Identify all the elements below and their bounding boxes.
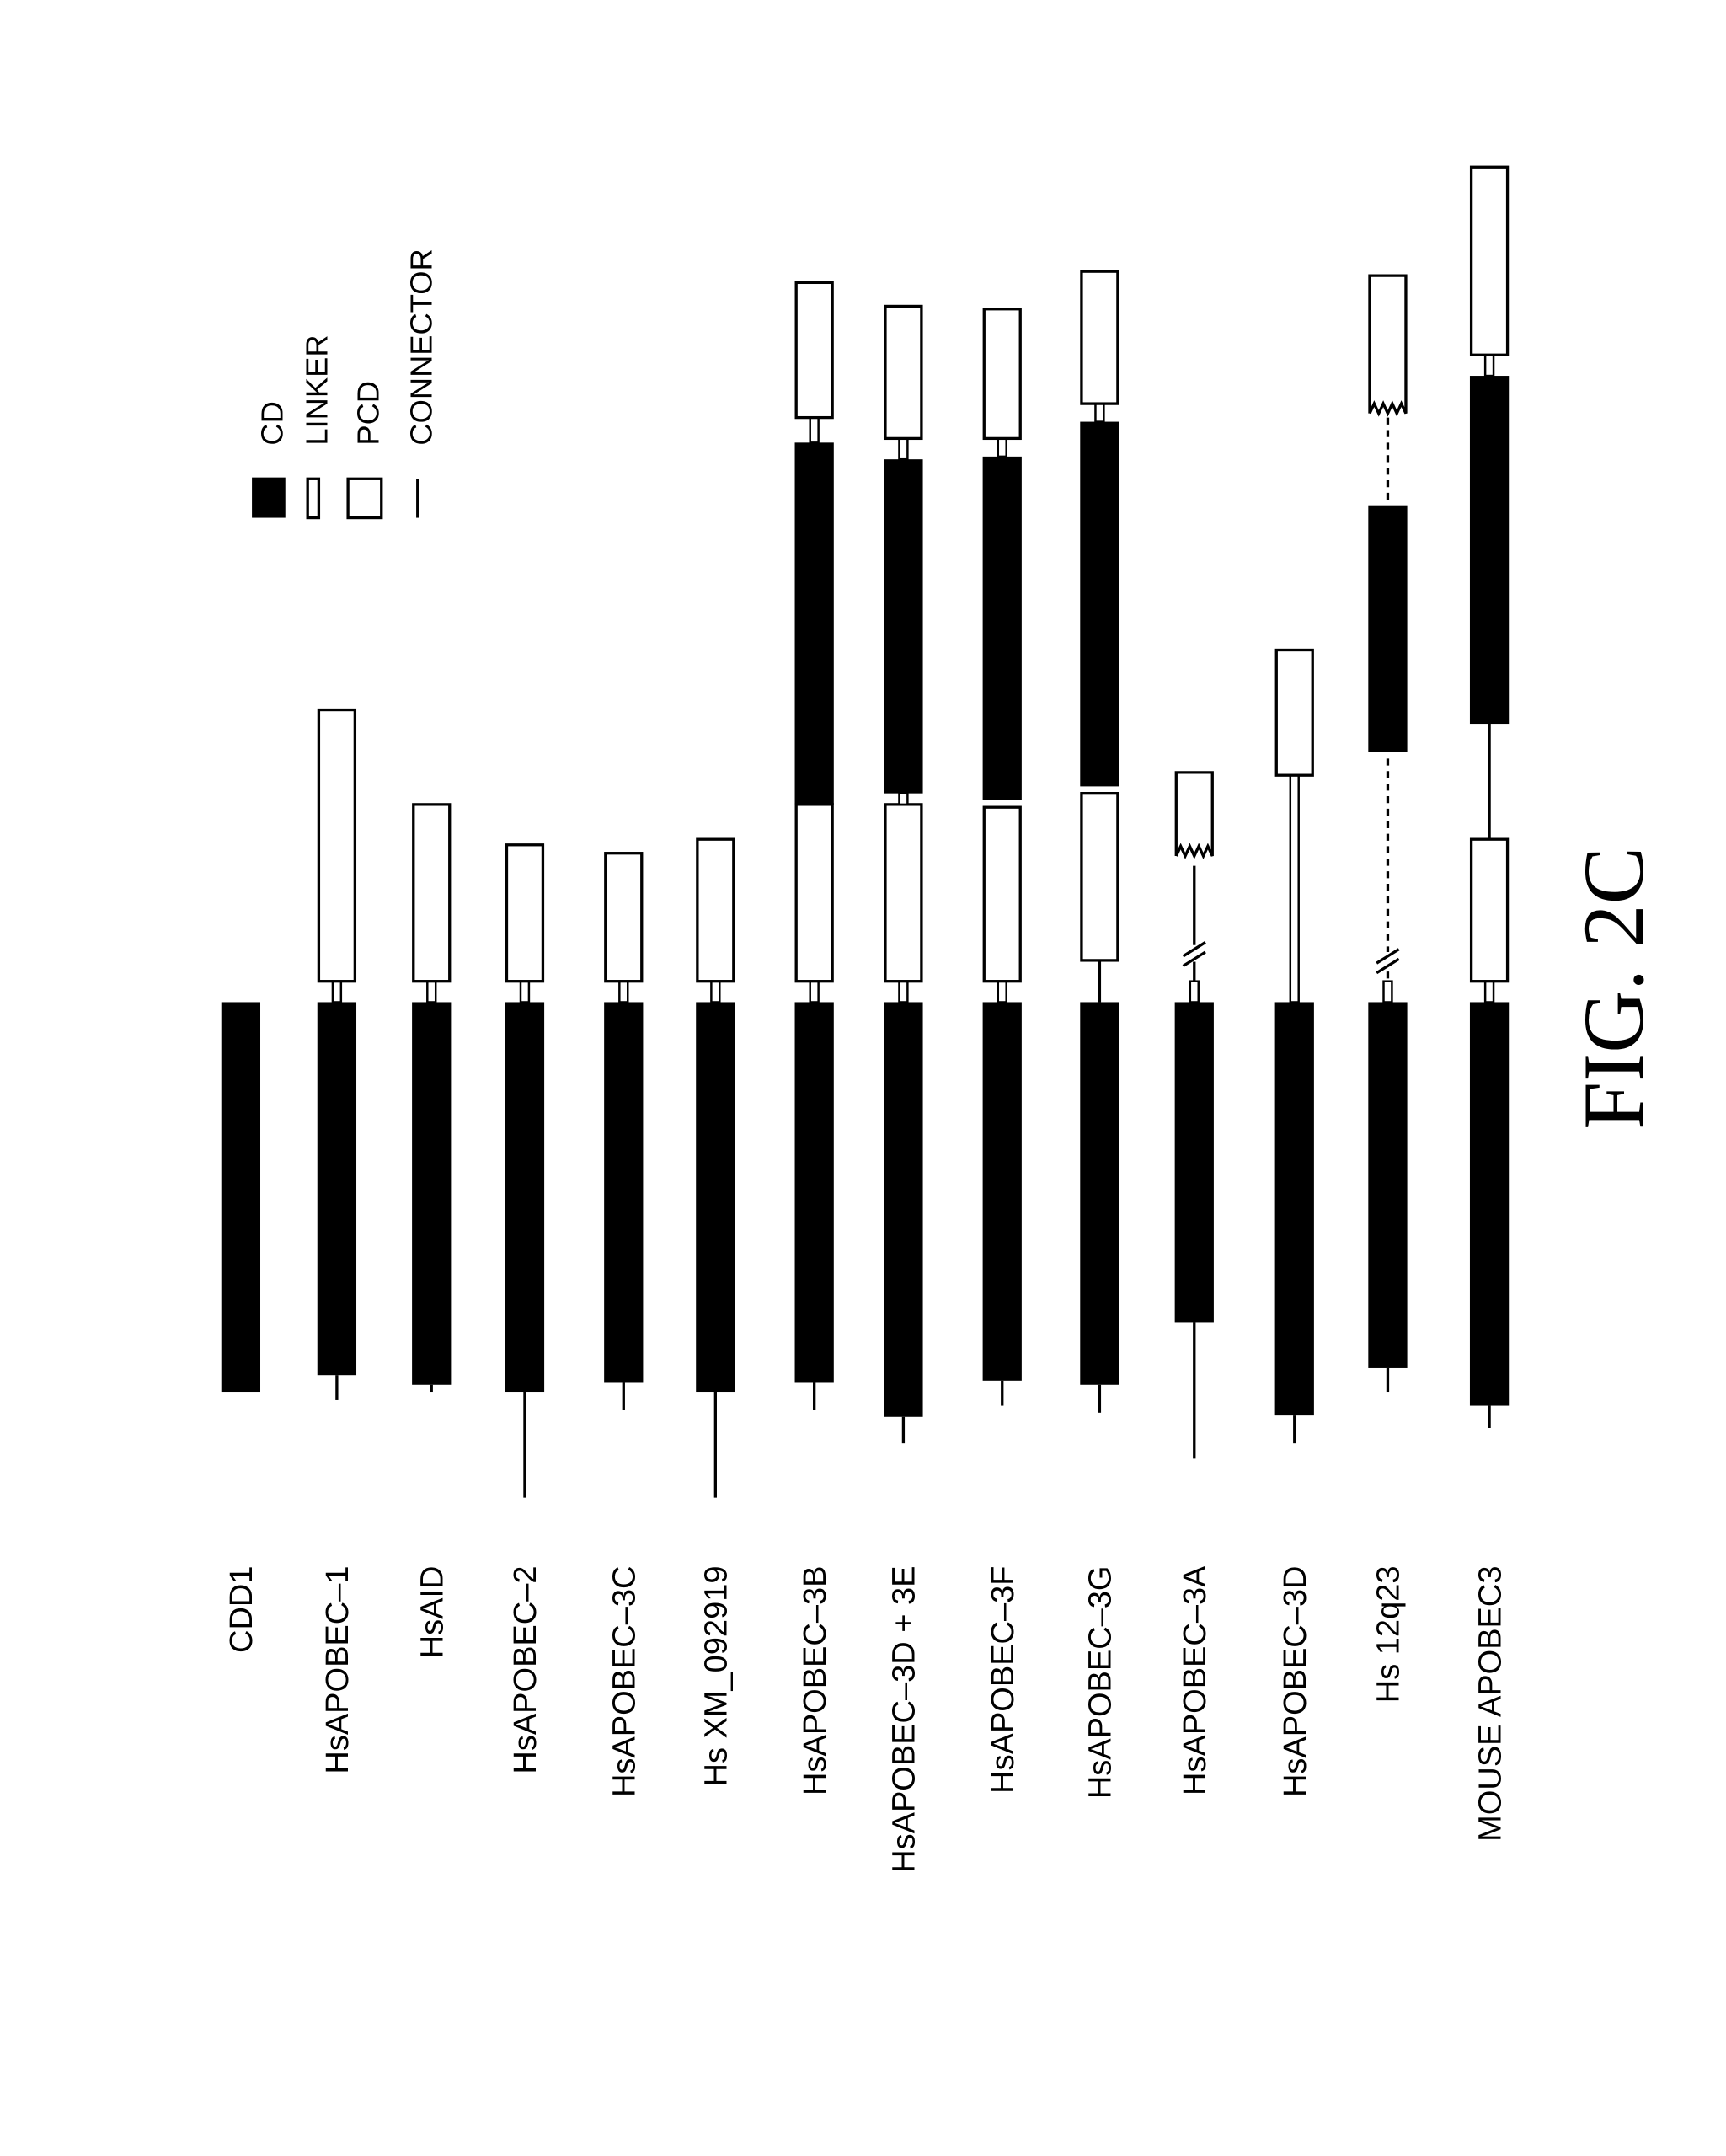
cd-domain xyxy=(795,1002,834,1382)
cd-domain xyxy=(604,1002,643,1382)
pcd-domain xyxy=(606,853,642,982)
linker xyxy=(619,982,628,1003)
figure-label: FIG. 2C xyxy=(1567,847,1662,1130)
legend-linker-swatch xyxy=(307,479,318,517)
legend-cd-swatch xyxy=(252,478,286,518)
pcd-domain xyxy=(1276,650,1312,775)
cd-domain xyxy=(505,1002,544,1392)
pcd-domain xyxy=(1082,271,1118,404)
cd-domain xyxy=(1080,422,1119,787)
row-label: HsAPOBEC–3D xyxy=(1278,1566,1313,1798)
cd-domain xyxy=(1275,1002,1314,1415)
pcd-domain xyxy=(984,807,1020,982)
cd-domain xyxy=(1470,1002,1509,1405)
pcd-domain-partial xyxy=(1370,276,1406,414)
pcd-domain xyxy=(984,309,1020,439)
row-label: HsAPOBEC–3C xyxy=(607,1566,642,1798)
cd-domain xyxy=(1080,1002,1119,1384)
cd-domain xyxy=(222,1002,260,1392)
linker xyxy=(998,982,1007,1003)
cd-domain xyxy=(983,457,1022,800)
linker xyxy=(899,794,907,805)
linker xyxy=(899,982,907,1003)
pcd-domain xyxy=(1472,839,1508,982)
pcd-domain xyxy=(414,805,450,982)
row-label: HsAPOBEC–3A xyxy=(1178,1565,1213,1795)
cd-domain xyxy=(884,1002,922,1416)
cd-domain xyxy=(983,1002,1022,1380)
pcd-domain xyxy=(885,805,922,982)
row-label: MOUSE APOBEC3 xyxy=(1472,1566,1508,1842)
row-label: HsAID xyxy=(414,1566,450,1659)
cd-domain xyxy=(412,1002,451,1384)
row-label: HsAPOBEC–3D + 3E xyxy=(887,1566,922,1873)
pcd-domain xyxy=(1472,167,1508,355)
pcd-domain xyxy=(506,845,542,982)
pcd-domain xyxy=(796,805,832,982)
cd-domain xyxy=(1470,376,1509,724)
row-label: HsAPOBEC–3F xyxy=(986,1566,1021,1794)
cd-domain xyxy=(696,1002,735,1392)
row-label: HsAPOBEC–1 xyxy=(320,1566,355,1774)
row-label: HsAPOBEC–2 xyxy=(508,1566,543,1774)
row-label: CDD1 xyxy=(224,1566,259,1653)
row-label: Hs 12q23 xyxy=(1371,1566,1407,1704)
linker xyxy=(998,438,1007,456)
linker xyxy=(899,438,907,459)
row-label: HsAPOBEC–3G xyxy=(1083,1566,1119,1800)
row-labels: CDD1 HsAPOBEC–1 HsAID HsAPOBEC–2 HsAPOBEC–3C… xyxy=(224,1565,1508,1873)
linker xyxy=(1095,404,1103,421)
pcd-domain-partial xyxy=(1176,773,1212,856)
linker xyxy=(1485,982,1494,1003)
pcd-domain xyxy=(1082,794,1118,960)
linker xyxy=(1290,775,1299,1002)
linker xyxy=(1485,355,1494,376)
linker xyxy=(711,982,719,1003)
legend-pcd-swatch xyxy=(348,479,382,517)
cd-domain xyxy=(884,459,922,793)
legend-label: LINKER xyxy=(299,334,334,445)
legend-label: CONNECTOR xyxy=(403,249,438,445)
linker xyxy=(810,418,819,443)
linker xyxy=(333,982,341,1003)
cd-domain xyxy=(1368,1002,1407,1367)
linker xyxy=(427,982,436,1003)
cd-domain xyxy=(795,442,834,805)
linker xyxy=(1190,982,1199,1003)
pcd-domain xyxy=(318,710,355,982)
pcd-domain xyxy=(697,839,734,982)
legend: CD LINKER PCD CONNECTOR xyxy=(252,249,438,517)
legend-label: PCD xyxy=(350,381,385,446)
cd-domain xyxy=(1175,1002,1214,1322)
linker xyxy=(810,982,819,1003)
cd-domain xyxy=(1368,506,1407,752)
row-label: Hs XM_092919 xyxy=(699,1566,735,1787)
linker xyxy=(1384,982,1392,1003)
pcd-domain xyxy=(885,306,922,438)
legend-label: CD xyxy=(254,401,289,445)
cd-domain xyxy=(318,1002,356,1375)
row-label: HsAPOBEC–3B xyxy=(798,1566,833,1795)
linker xyxy=(521,982,529,1003)
pcd-domain xyxy=(796,282,832,417)
